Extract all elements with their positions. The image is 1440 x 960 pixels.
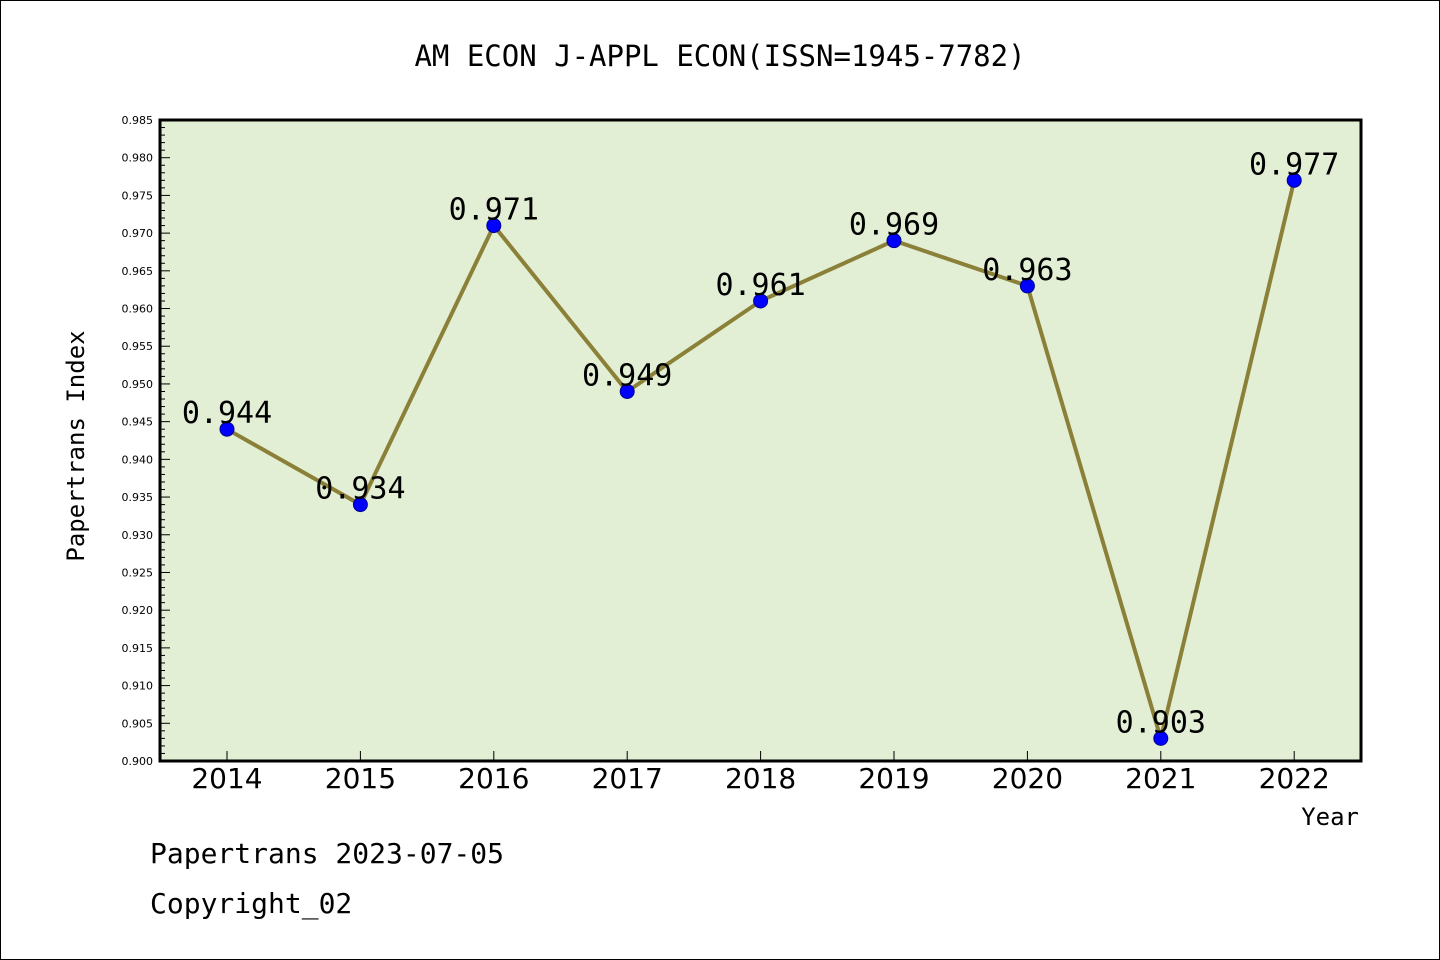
x-tick-label: 2019 <box>858 762 929 795</box>
y-axis-label: Papertrans Index <box>62 330 90 561</box>
y-tick-label: 0.900 <box>122 755 154 768</box>
y-tick-label: 0.980 <box>122 152 154 165</box>
chart-title: AM ECON J-APPL ECON(ISSN=1945-7782) <box>414 39 1025 73</box>
x-tick-label: 2014 <box>191 762 262 795</box>
data-label: 0.971 <box>449 193 539 228</box>
data-point-marker <box>1153 730 1169 746</box>
data-point-marker <box>619 383 635 399</box>
x-tick-label: 2018 <box>725 762 796 795</box>
data-label: 0.949 <box>582 358 672 393</box>
y-tick-label: 0.935 <box>122 491 154 504</box>
y-tick-label: 0.955 <box>122 340 154 353</box>
y-tick-label: 0.905 <box>122 717 154 730</box>
x-tick-label: 2020 <box>992 762 1063 795</box>
data-point-marker <box>753 293 769 309</box>
footer-date-line: Papertrans 2023-07-05 <box>150 837 504 870</box>
y-tick-label: 0.960 <box>122 303 154 316</box>
data-labels-layer: 0.944 0.934 0.971 0.949 0.961 0.969 0.963 0.903… <box>182 147 1340 740</box>
y-tick-label: 0.950 <box>122 378 154 391</box>
y-tick-label: 0.965 <box>122 265 154 278</box>
y-tick-label: 0.975 <box>122 189 154 202</box>
y-axis-ticks: 0.900 0.905 0.910 0.915 0.920 0.925 0.930 0.935… <box>122 114 170 768</box>
y-tick-label: 0.910 <box>122 680 154 693</box>
data-point-marker <box>1019 278 1035 294</box>
footer-copyright-line: Copyright_02 <box>150 887 352 921</box>
x-axis-label: Year <box>1301 803 1359 831</box>
y-tick-label: 0.915 <box>122 642 154 655</box>
x-tick-label: 2022 <box>1259 762 1330 795</box>
data-point-marker <box>219 421 235 437</box>
series-layer <box>219 172 1302 746</box>
x-tick-label: 2021 <box>1125 762 1196 795</box>
data-label: 0.963 <box>982 253 1072 288</box>
y-tick-label: 0.920 <box>122 604 154 617</box>
data-label: 0.977 <box>1249 147 1339 182</box>
x-tick-label: 2017 <box>592 762 663 795</box>
data-label: 0.903 <box>1116 705 1206 740</box>
data-point-marker <box>486 218 502 234</box>
x-tick-label: 2016 <box>458 762 529 795</box>
y-tick-label: 0.945 <box>122 416 154 429</box>
data-label: 0.944 <box>182 396 272 431</box>
data-label: 0.934 <box>315 472 405 507</box>
data-point-marker <box>886 233 902 249</box>
data-point-marker <box>1286 172 1302 188</box>
y-tick-label: 0.985 <box>122 114 154 127</box>
x-tick-label: 2015 <box>325 762 396 795</box>
plot-area <box>158 118 1363 763</box>
data-label: 0.969 <box>849 208 939 243</box>
x-axis-ticks: 2014 2015 2016 2017 2018 2019 2020 2021 2022 <box>191 751 1330 795</box>
y-tick-label: 0.970 <box>122 227 154 240</box>
y-tick-label: 0.925 <box>122 566 154 579</box>
data-point-marker <box>352 497 368 513</box>
data-label: 0.961 <box>715 268 805 303</box>
y-tick-label: 0.940 <box>122 453 154 466</box>
y-tick-label: 0.930 <box>122 529 154 542</box>
